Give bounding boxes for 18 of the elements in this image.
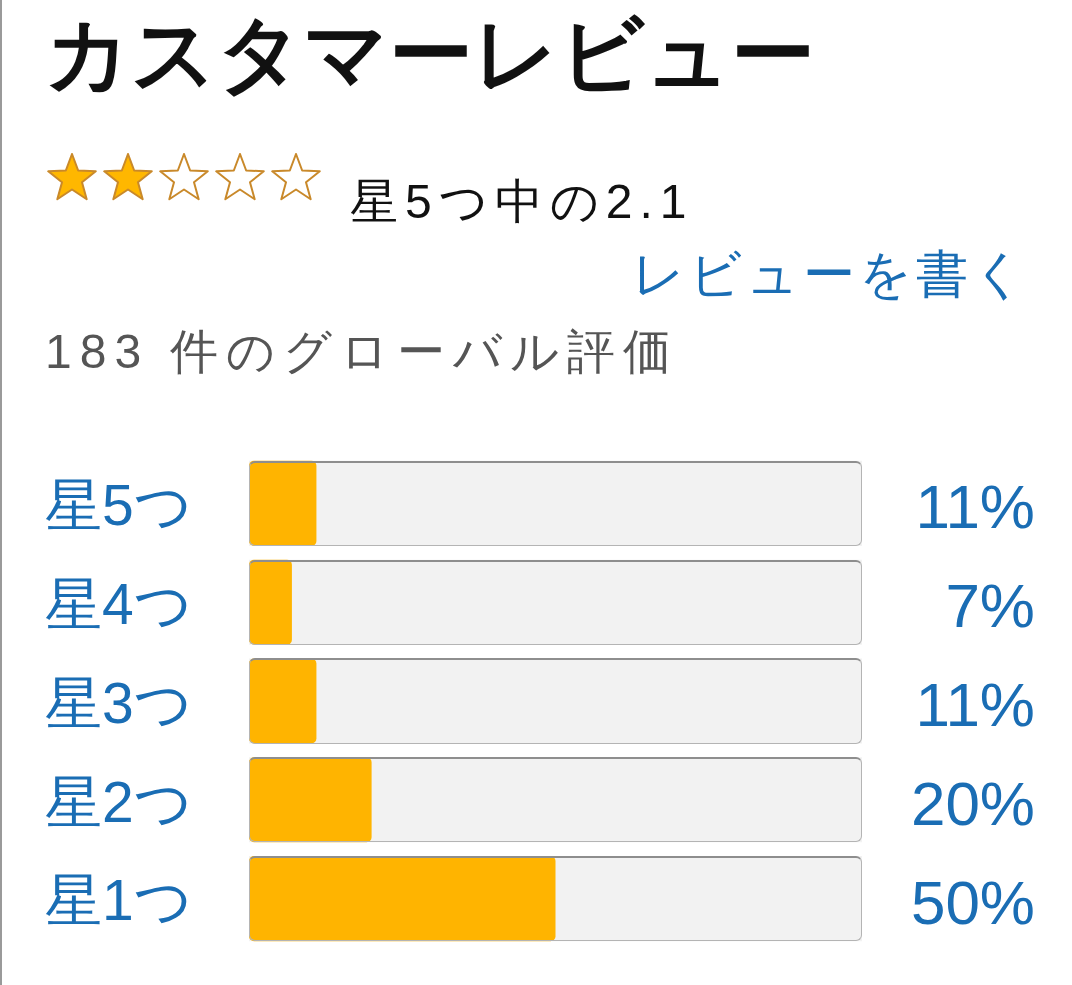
y-tick-label: 星4つ	[45, 571, 192, 636]
text: 183 件のグローバル評価	[45, 325, 680, 378]
data-label: 50%	[910, 867, 1035, 937]
text: レビューを書く	[632, 245, 1029, 303]
y-tick-label: 星2つ	[45, 769, 192, 834]
data-label: 20%	[910, 768, 1035, 838]
data-label: 11%	[915, 670, 1035, 740]
data-label: 7%	[945, 571, 1035, 641]
bar	[249, 658, 317, 744]
bar	[249, 757, 372, 843]
bar	[249, 559, 292, 645]
data-label: 11%	[915, 472, 1035, 542]
chart-subtitle: 星5つ中の2.1	[350, 175, 694, 228]
y-tick-label: 星1つ	[45, 868, 192, 933]
y-tick-label: 星3つ	[45, 670, 192, 735]
bar	[249, 460, 317, 546]
chart-title: カスタマーレビュー	[45, 7, 815, 101]
y-tick-label: 星5つ	[45, 473, 192, 538]
